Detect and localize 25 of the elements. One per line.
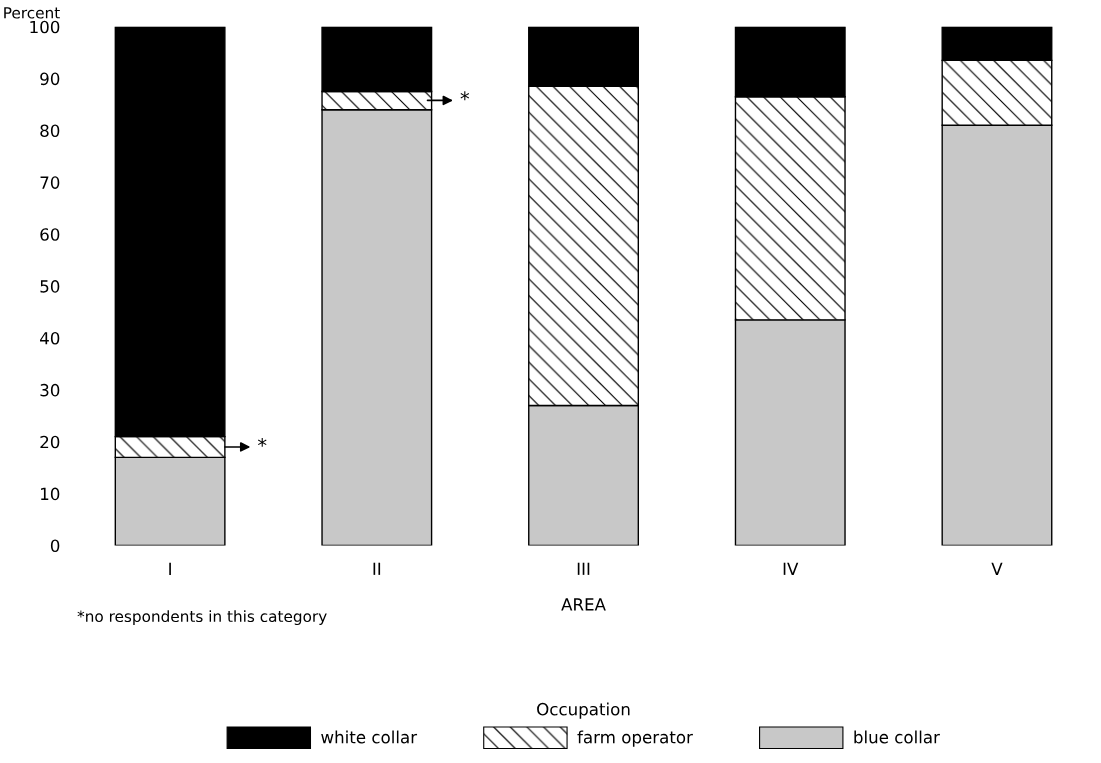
y-tick-label: 80: [40, 124, 60, 138]
y-tick-label: 60: [40, 228, 60, 241]
y-tick-label: 70: [40, 176, 60, 189]
x-axis-title: AREA: [561, 598, 606, 611]
x-tick-label: I: [169, 562, 171, 575]
x-tick-label: II: [373, 562, 381, 575]
annotation: *: [257, 437, 267, 447]
annotation: *: [460, 91, 470, 101]
x-tick-label: V: [991, 562, 1003, 575]
x-tick-label: III: [577, 562, 590, 575]
y-tick-label: 50: [40, 280, 60, 293]
legend-label: white collar: [321, 730, 418, 744]
legend-title: Occupation: [537, 702, 630, 719]
legend-label: blue collar: [854, 730, 940, 744]
y-tick-label: 40: [40, 331, 60, 345]
legend-label: farm operator: [577, 730, 693, 747]
y-tick-label: 10: [41, 487, 60, 501]
text: *no respondents in this category: [77, 610, 327, 626]
y-axis-title: Percent: [4, 7, 60, 19]
y-tick-label: 20: [40, 435, 60, 449]
y-tick-label: 0: [50, 539, 60, 553]
y-tick-label: 30: [40, 383, 60, 397]
x-tick-label: IV: [783, 562, 799, 575]
y-tick-label: 90: [40, 72, 60, 86]
y-tick-label: 100: [30, 20, 60, 34]
